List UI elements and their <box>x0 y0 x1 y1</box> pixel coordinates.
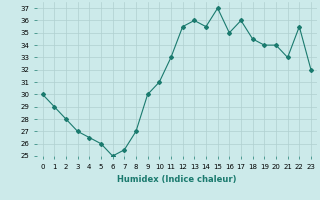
X-axis label: Humidex (Indice chaleur): Humidex (Indice chaleur) <box>117 175 236 184</box>
